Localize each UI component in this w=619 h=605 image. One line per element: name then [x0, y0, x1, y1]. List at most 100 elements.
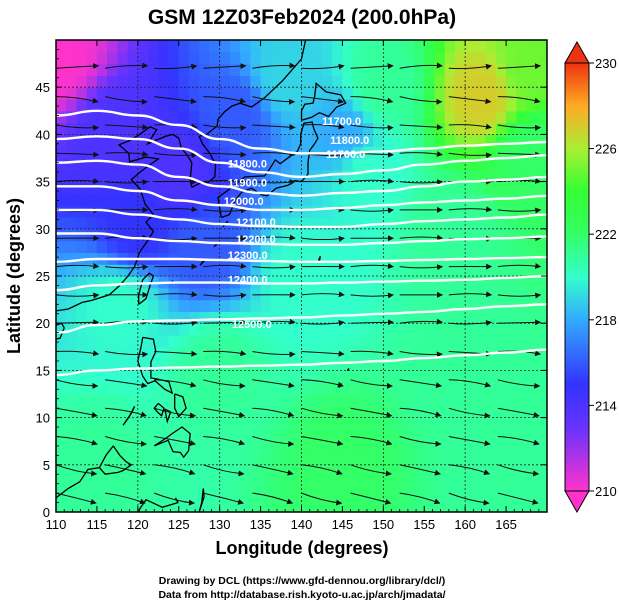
y-tick-label: 5 [43, 458, 50, 473]
heat-cell [454, 205, 466, 218]
streamline-arrow [56, 151, 100, 158]
heat-cell [506, 51, 517, 65]
heat-cell [373, 252, 384, 265]
heat-cell [424, 405, 436, 419]
heat-cell [76, 158, 88, 171]
heat-cell [56, 181, 67, 194]
heat-cell [475, 394, 487, 407]
y-tick-label: 30 [36, 222, 50, 237]
heat-cell [475, 476, 487, 489]
heat-cell [107, 311, 118, 324]
heat-cell [352, 453, 364, 466]
heat-cell [495, 335, 507, 348]
heat-cell [373, 240, 384, 253]
heat-cell [516, 228, 528, 242]
heat-cell [148, 370, 159, 383]
heat-cell [352, 193, 364, 206]
heat-cell [66, 488, 78, 501]
heat-cell [76, 405, 88, 419]
contour-line-12200 [56, 232, 547, 246]
streamline-arrow [154, 464, 196, 476]
heat-cell [383, 75, 395, 88]
heat-cell [199, 287, 211, 301]
heat-cell [270, 488, 282, 501]
heat-cell [270, 75, 282, 88]
heat-cell [199, 299, 211, 312]
heat-cell [454, 276, 466, 289]
heat-cell [424, 40, 436, 53]
heat-cell [352, 228, 364, 242]
heat-cell [506, 217, 517, 230]
heat-cell [178, 75, 190, 88]
heat-cell [465, 370, 476, 383]
heat-cell [526, 110, 538, 124]
heat-cell [506, 358, 517, 371]
streamline-arrow [350, 292, 394, 299]
heat-cell [96, 63, 108, 76]
heat-cell [148, 299, 159, 312]
heat-cell [199, 488, 211, 501]
heat-cell [485, 382, 497, 395]
heat-cell [168, 488, 180, 501]
heat-cell [137, 75, 149, 88]
heat-cell [342, 464, 354, 478]
heat-cell [454, 358, 466, 371]
credit-line-2: Data from http://database.rish.kyoto-u.a… [158, 589, 445, 601]
heat-cell [137, 500, 149, 512]
heat-cell [209, 287, 221, 301]
heat-cell [414, 382, 425, 395]
heat-cell [229, 476, 241, 489]
heat-cell [188, 299, 200, 312]
heat-cell [536, 205, 547, 218]
heat-cell [291, 240, 303, 253]
heat-cell [229, 158, 241, 171]
heat-cell [393, 169, 405, 183]
heat-cell [516, 51, 528, 65]
heat-cell [352, 441, 364, 454]
heat-cell [526, 311, 538, 324]
heat-cell [403, 500, 415, 512]
x-tick-label: 110 [46, 517, 67, 532]
heat-cell [260, 299, 272, 312]
heat-cell [424, 63, 436, 76]
heat-cell [414, 181, 425, 194]
heat-cell [168, 87, 180, 100]
heat-cell [137, 335, 149, 348]
heat-cell [96, 429, 108, 442]
streamline-arrow [301, 350, 345, 357]
heat-cell [516, 276, 528, 289]
streamline-arrow [104, 436, 147, 447]
streamline-arrow [497, 292, 542, 299]
heat-cell [485, 405, 497, 419]
heat-cell [260, 240, 272, 253]
heat-cell [434, 51, 446, 65]
heat-cell [342, 51, 354, 65]
heat-cell [199, 40, 211, 53]
heat-cell [270, 240, 282, 253]
heat-cell [485, 417, 497, 430]
heat-cell [393, 429, 405, 442]
heat-cell [393, 476, 405, 489]
heat-cell [414, 323, 425, 336]
heat-cell [332, 158, 344, 171]
streamline-arrow [104, 464, 147, 476]
heat-cell [383, 240, 395, 253]
contour-label: 11700.0 [322, 116, 361, 128]
heat-cell [188, 358, 200, 371]
heat-cell [250, 252, 262, 265]
streamline-arrow [56, 492, 97, 505]
streamline-arrow [203, 263, 247, 269]
heat-cell [96, 264, 108, 277]
heat-cell [209, 252, 221, 265]
heat-cell [291, 323, 303, 336]
x-axis-label: Longitude (degrees) [215, 538, 388, 558]
heat-cell [465, 158, 476, 171]
heat-cell [383, 158, 395, 171]
heat-cell [424, 181, 436, 194]
heat-cell [219, 252, 231, 265]
heat-cell [107, 429, 118, 442]
heat-cell [434, 299, 446, 312]
heat-cell [414, 240, 425, 253]
heat-cell [117, 181, 129, 194]
heat-cell [291, 464, 303, 478]
